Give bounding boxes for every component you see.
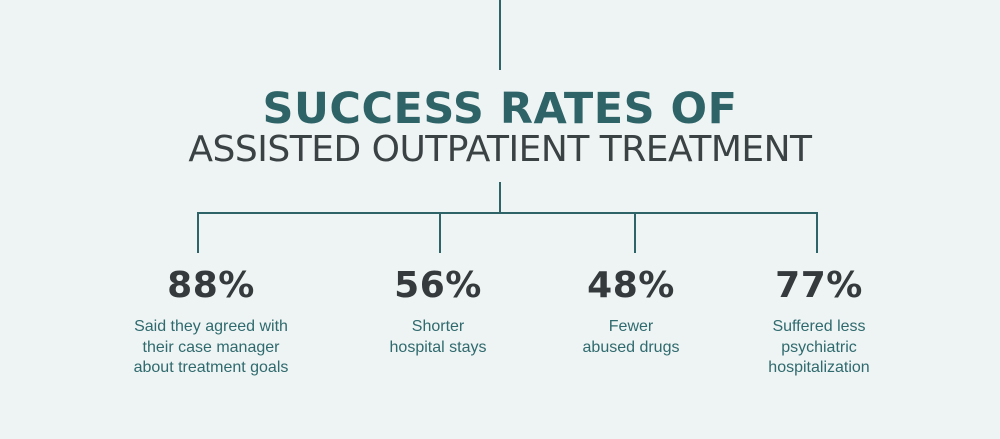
- stat-label: Shorter hospital stays: [389, 318, 487, 356]
- stat-label: Suffered less psychiatric hospitalizatio…: [768, 318, 870, 376]
- title-main: SUCCESS RATES OF: [262, 84, 738, 134]
- stat-block-1: 88% Said they agreed with their case man…: [101, 264, 321, 379]
- title-subtitle: ASSISTED OUTPATIENT TREATMENT: [188, 129, 812, 170]
- stat-block-4: 77% Suffered less psychiatric hospitaliz…: [709, 264, 929, 379]
- stat-block-2: 56% Shorter hospital stays: [328, 264, 548, 358]
- stat-label: Said they agreed with their case manager…: [133, 318, 289, 376]
- stat-block-3: 48% Fewer abused drugs: [521, 264, 741, 358]
- stat-label: Fewer abused drugs: [582, 318, 680, 356]
- stat-value: 48%: [587, 265, 675, 306]
- stat-value: 77%: [775, 265, 863, 306]
- stat-value: 88%: [167, 265, 255, 306]
- stat-value: 56%: [394, 265, 482, 306]
